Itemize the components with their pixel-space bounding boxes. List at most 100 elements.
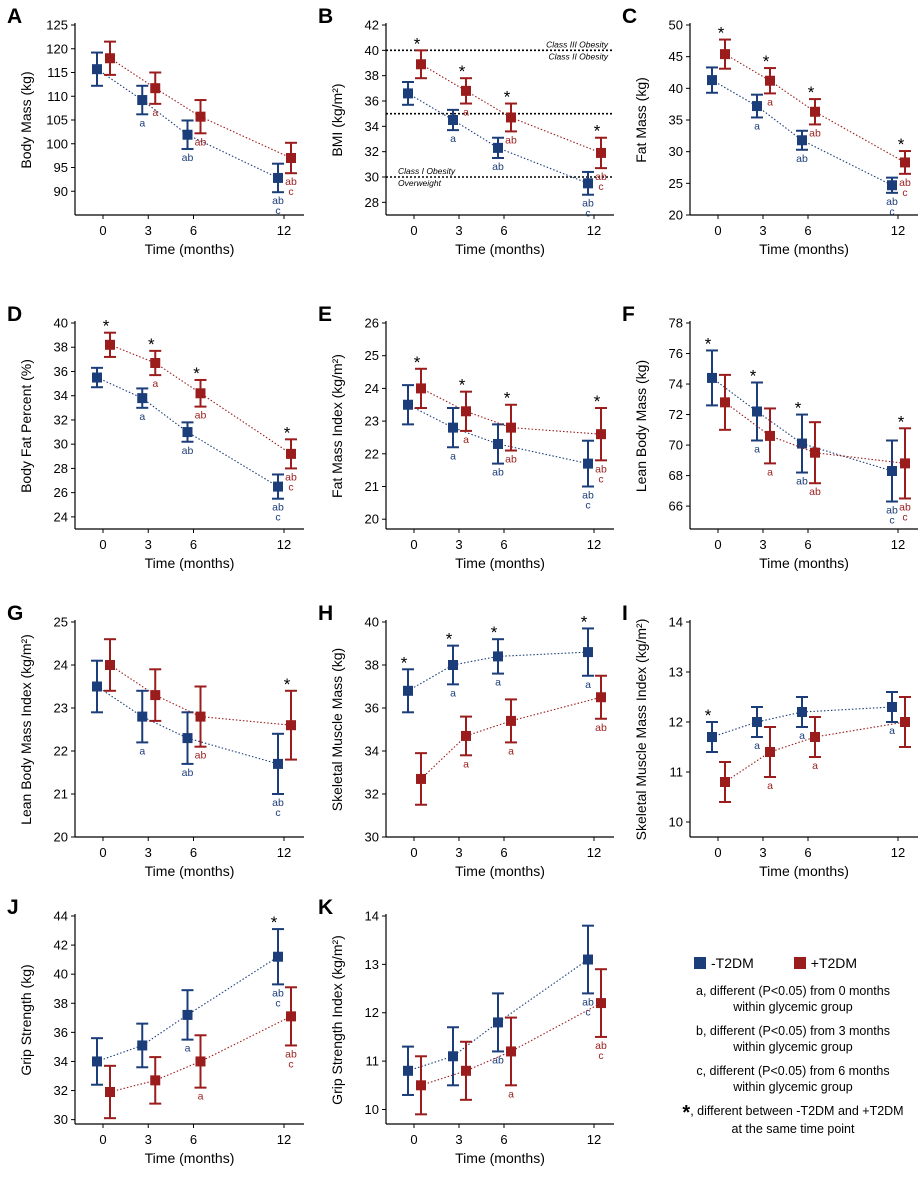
x-axis-label: Time (months) — [145, 1150, 235, 1166]
y-tick-label: 30 — [54, 1112, 68, 1127]
y-tick-label: 20 — [54, 830, 68, 845]
panel-c: C 20 25 30 35 40 45 50 0 3 6 12 Time (months) Fat Mas… — [622, 5, 918, 257]
y-tick-label: 105 — [46, 113, 68, 128]
panel-letter: F — [622, 303, 635, 326]
y-tick-label: 10 — [365, 1102, 379, 1117]
panel-letter: I — [622, 602, 628, 625]
significance-letter: a — [450, 450, 456, 462]
y-tick-label: 42 — [365, 18, 379, 33]
significance-letter: c — [275, 997, 280, 1009]
data-point — [583, 178, 593, 189]
data-point — [150, 690, 161, 701]
x-tick-label: 3 — [759, 223, 766, 238]
y-tick-label: 28 — [54, 461, 68, 476]
data-point — [137, 95, 148, 106]
data-point — [448, 422, 458, 433]
significance-letter: c — [902, 187, 907, 199]
y-tick-label: 66 — [669, 499, 683, 514]
y-tick-label: 22 — [365, 446, 379, 461]
y-tick-label: 120 — [46, 41, 68, 56]
y-tick-label: 50 — [669, 18, 683, 33]
y-tick-label: 30 — [669, 144, 683, 159]
series-line — [96, 68, 279, 179]
significance-letter: ab — [595, 722, 607, 734]
x-tick-label: 3 — [759, 845, 766, 860]
significance-letter: ab — [272, 987, 284, 999]
significance-letter: a — [139, 117, 145, 129]
y-tick-label: 12 — [669, 715, 683, 730]
data-point — [900, 157, 910, 168]
legend-note-star-line2: at the same time point — [731, 1122, 855, 1136]
reference-label: Class I Obesity — [398, 166, 456, 176]
y-tick-label: 32 — [54, 412, 68, 427]
y-tick-label: 14 — [669, 615, 683, 630]
significance-letter: a — [463, 434, 469, 446]
legend-note-b-line1: b, different (P<0.05) from 3 months — [696, 1024, 890, 1038]
data-point — [403, 399, 413, 410]
data-point — [707, 732, 717, 742]
x-tick-label: 3 — [455, 537, 462, 552]
panel-g: G 20 21 22 23 24 25 0 3 6 12 Time (months) Lean Body… — [7, 602, 304, 879]
panel-letter: A — [7, 5, 22, 28]
data-point — [273, 172, 283, 183]
significance-star: * — [705, 334, 712, 353]
significance-letter: a — [198, 1091, 204, 1103]
x-tick-label: 6 — [804, 845, 811, 860]
significance-letter: ab — [886, 505, 898, 517]
x-tick-label: 6 — [500, 223, 507, 238]
data-point — [506, 112, 516, 123]
significance-letter: ab — [505, 454, 517, 466]
data-point — [105, 53, 115, 64]
panel-letter: H — [318, 602, 333, 625]
x-axis-label: Time (months) — [759, 555, 849, 571]
x-tick-label: 12 — [277, 845, 291, 860]
data-point — [286, 1011, 296, 1022]
y-axis-label: Body Mass (kg) — [18, 71, 34, 168]
legend-note-c: c, different (P<0.05) from 6 months with… — [668, 1063, 918, 1095]
series-t2dm: aa — [719, 696, 911, 803]
y-tick-label: 12 — [365, 1005, 379, 1020]
significance-letter: c — [585, 208, 590, 220]
significance-star: * — [459, 62, 466, 81]
data-point — [286, 153, 296, 163]
y-tick-label: 34 — [365, 744, 379, 759]
panel-letter: B — [318, 5, 333, 28]
series-line — [407, 651, 589, 692]
x-tick-label: 0 — [410, 1132, 417, 1147]
data-point — [596, 692, 606, 703]
data-point — [273, 758, 283, 769]
panel-letter: J — [7, 896, 19, 919]
panel-e: E 20 21 22 23 24 25 26 0 3 6 12 Time (months) Fat Mas… — [318, 303, 614, 571]
data-point — [900, 458, 910, 469]
x-tick-label: 0 — [410, 223, 417, 238]
significance-star: * — [504, 88, 511, 107]
y-tick-label: 30 — [365, 170, 379, 185]
significance-letter: ab — [285, 471, 297, 483]
significance-letter: ab — [595, 171, 607, 183]
legend-note-star: *, different between -T2DM and +T2DM at … — [668, 1103, 918, 1137]
legend-note-c-line1: c, different (P<0.05) from 6 months — [696, 1064, 890, 1078]
y-tick-label: 110 — [47, 89, 68, 104]
data-point — [596, 998, 606, 1009]
significance-star: * — [705, 706, 712, 725]
significance-letter: ab — [809, 486, 821, 498]
significance-star: * — [750, 367, 757, 386]
y-tick-label: 36 — [54, 364, 68, 379]
y-tick-label: 26 — [365, 316, 379, 331]
y-tick-label: 25 — [365, 348, 379, 363]
y-tick-label: 36 — [365, 94, 379, 109]
data-point — [797, 135, 807, 146]
x-axis-label: Time (months) — [145, 555, 235, 571]
legend-note-a: a, different (P<0.05) from 0 months with… — [668, 983, 918, 1015]
x-tick-label: 12 — [587, 845, 601, 860]
x-tick-label: 6 — [190, 845, 197, 860]
y-tick-label: 24 — [54, 509, 68, 524]
x-tick-label: 3 — [145, 223, 152, 238]
significance-letter: ab — [182, 445, 194, 457]
